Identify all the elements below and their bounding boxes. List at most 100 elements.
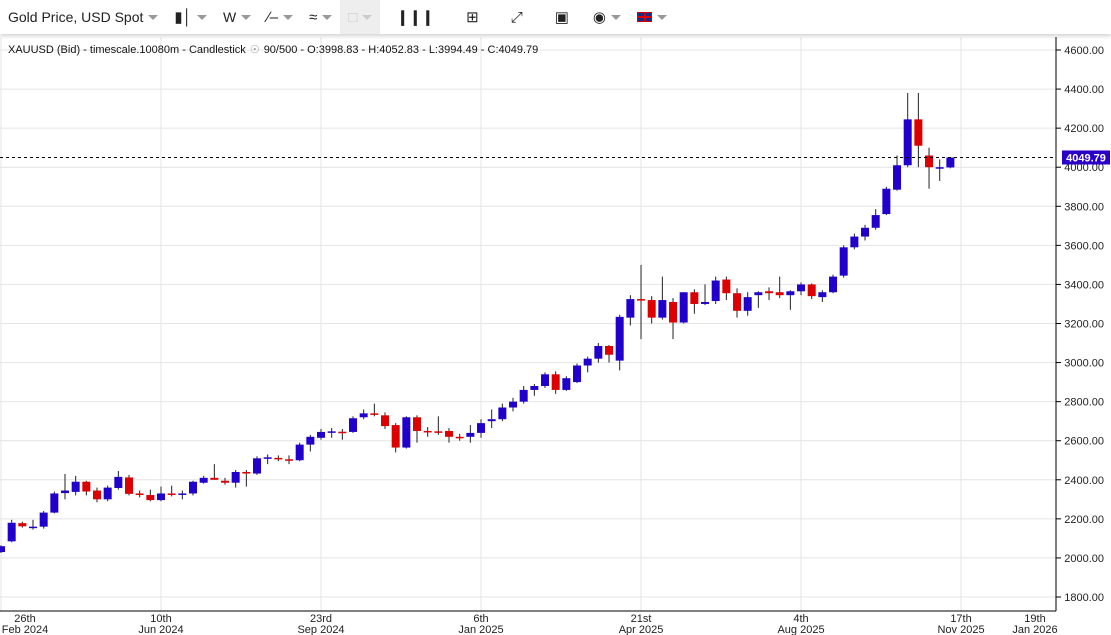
candle-down	[423, 430, 432, 433]
theme-button[interactable]: ◉	[585, 0, 629, 34]
x-tick-label: 19th	[1024, 613, 1045, 625]
candle-down	[210, 477, 219, 480]
candle-down	[93, 490, 102, 500]
fit-button[interactable]: ▣	[539, 0, 585, 34]
candle-down	[914, 119, 923, 146]
x-tick-label: 21st	[631, 613, 652, 625]
symbol-info: XAUUSD (Bid) - timescale.10080m - Candle…	[8, 44, 246, 56]
candle-up	[711, 280, 720, 302]
x-tick-label: Jan 2026	[1012, 624, 1057, 635]
x-tick-label: Apr 2025	[619, 624, 664, 635]
candle-up	[829, 276, 838, 293]
candle-up	[903, 119, 912, 166]
candle-up	[359, 413, 368, 418]
interval-selector[interactable]: W	[215, 0, 259, 34]
caret-down-icon	[657, 14, 667, 20]
expand-icon: ⤢	[510, 8, 523, 26]
delete-button[interactable]: □	[340, 0, 381, 34]
candle-up	[839, 247, 848, 276]
candle-down	[413, 417, 422, 431]
caret-down-icon	[197, 14, 208, 20]
candle-up	[658, 300, 667, 318]
candle-up	[71, 481, 80, 492]
y-tick-label: 3800.00	[1064, 201, 1104, 213]
candle-up	[850, 236, 859, 248]
candle-up	[743, 297, 752, 311]
candle-up	[327, 431, 336, 433]
x-tick-label: Aug 2025	[777, 624, 824, 635]
volume-button[interactable]: ❙❙❙	[380, 0, 450, 34]
bar-chart-icon: ❙❙❙	[396, 8, 435, 26]
candle-up	[253, 458, 262, 474]
bar-count: 90/500	[263, 44, 298, 56]
fullscreen-button[interactable]: ⤢	[495, 0, 539, 34]
y-tick-label: 3200.00	[1064, 319, 1104, 331]
candle-up	[946, 157, 955, 168]
candle-up	[199, 477, 208, 483]
candle-up	[615, 316, 624, 361]
candle-up	[7, 522, 16, 542]
candle-down	[391, 425, 400, 448]
candle-up	[818, 292, 827, 298]
candle-up	[317, 431, 326, 438]
y-tick-label: 3600.00	[1064, 240, 1104, 252]
candle-down	[455, 436, 464, 439]
x-tick-label: Jan 2025	[458, 624, 503, 635]
candle-down	[925, 155, 934, 168]
candlestick-icon: ▮│	[174, 8, 193, 26]
trash-icon: □	[348, 8, 358, 26]
candle-up	[487, 419, 496, 422]
candle-up	[679, 292, 688, 323]
candle-up	[573, 365, 582, 383]
candle-up	[157, 493, 166, 501]
candle-up	[349, 418, 358, 432]
candle-up	[562, 378, 571, 390]
candle-down	[125, 477, 134, 494]
candle-up	[530, 386, 539, 390]
candle-down	[765, 291, 774, 294]
caret-down-icon	[283, 14, 294, 20]
y-tick-label: 2200.00	[1064, 514, 1104, 526]
candle-up	[231, 471, 240, 483]
eye-icon[interactable]: ☉	[249, 44, 260, 56]
candle-up	[295, 444, 304, 461]
candle-up	[861, 227, 870, 237]
candle-down	[722, 279, 731, 294]
x-tick-label: 6th	[473, 613, 488, 625]
candle-down	[274, 457, 283, 460]
candle-down	[445, 430, 454, 437]
crosshair-button[interactable]: ⊞	[450, 0, 495, 34]
line-tool-icon: ∕–	[267, 8, 279, 26]
candle-down	[167, 493, 176, 495]
candle-down	[370, 413, 379, 415]
candle-up	[541, 374, 550, 387]
palette-icon: ◉	[592, 8, 606, 26]
candle-down	[82, 481, 91, 492]
y-tick-label: 1800.00	[1064, 592, 1104, 604]
x-tick-label: Nov 2025	[937, 624, 984, 635]
candle-down	[637, 299, 646, 301]
chart-type-button[interactable]: ▮│	[166, 0, 215, 34]
y-tick-label: 2000.00	[1064, 553, 1104, 565]
toolbar: Gold Price, USD Spot ▮│ W ∕– ≈ □ ❙❙❙ ⊞ ⤢…	[0, 0, 1111, 34]
candle-up	[263, 457, 272, 459]
candle-down	[605, 345, 614, 355]
interval-label: W	[223, 9, 237, 25]
candle-up	[935, 167, 944, 169]
last-price-label: 4049.79	[1066, 152, 1106, 164]
chart-info-legend: XAUUSD (Bid) - timescale.10080m - Candle…	[8, 43, 538, 56]
instrument-selector[interactable]: Gold Price, USD Spot	[0, 0, 166, 34]
candle-down	[733, 293, 742, 311]
candle-down	[146, 495, 155, 501]
drawing-tools-button[interactable]: ∕–	[259, 0, 301, 34]
candle-down	[221, 480, 230, 483]
indicators-button[interactable]: ≈	[301, 0, 340, 34]
candle-down	[285, 459, 294, 461]
candle-up	[29, 526, 38, 529]
candle-up	[477, 423, 486, 433]
candle-down	[381, 415, 390, 427]
caret-down-icon	[322, 14, 333, 20]
candle-up	[797, 284, 806, 292]
language-button[interactable]	[629, 0, 675, 34]
